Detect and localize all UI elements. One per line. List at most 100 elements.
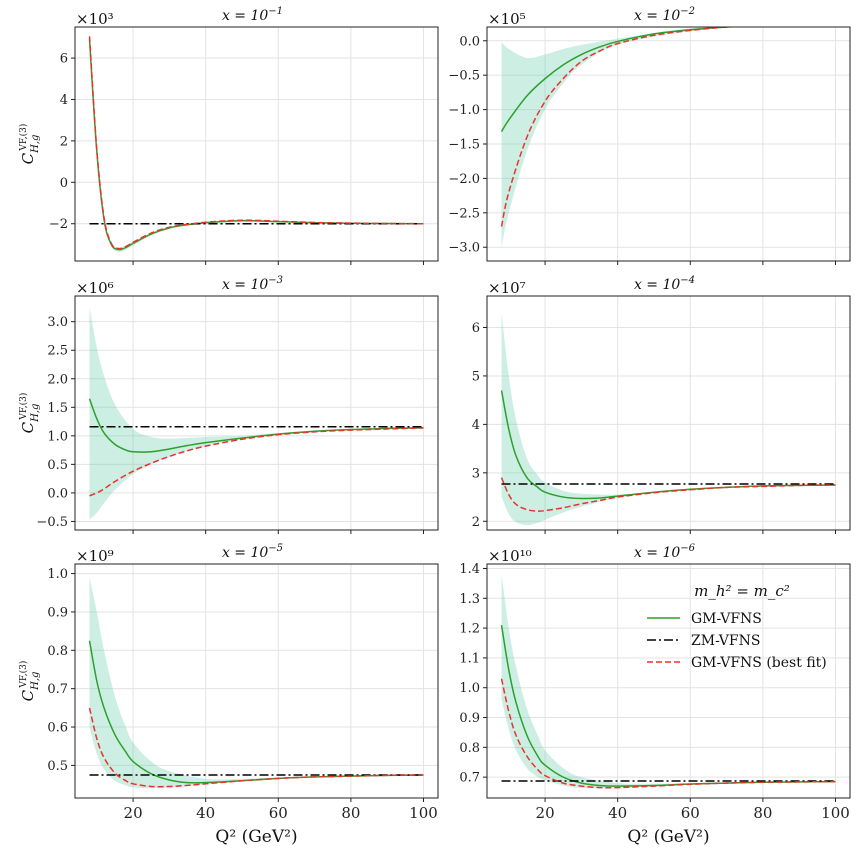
uncertainty-band [501,312,836,526]
panel-title: x = 10−1 [222,6,283,24]
y-tick-label: 5 [472,369,480,384]
y-tick-label: 2.5 [47,344,68,359]
y-tick-label: 0.6 [47,721,68,736]
plot-area [88,307,424,520]
plot-area [500,312,836,526]
panel-2: −3.0 −2.5 −2.0 −1.5 −1.0 −0.5 0.0 ×10⁵ x = 10−2 [448,6,851,265]
plot-area [88,577,424,789]
axis-multiplier: ×10¹⁰ [488,547,532,565]
plot-area [500,27,739,248]
y-tick-label: 0.7 [47,682,68,697]
x-tick-label: 100 [821,804,850,822]
y-tick-label: 4 [472,418,480,433]
uncertainty-band [89,36,424,252]
series-line-gm-vfns [500,390,836,500]
x-tick-label: 40 [196,804,215,822]
series-line-gm-vfns-best-fit [88,36,424,250]
y-tick-label: −0.5 [448,69,480,84]
legend-title: m_h² = m_c² [694,582,790,600]
y-tick-label: −1.5 [448,138,480,153]
y-tick-label: 1.2 [459,622,480,637]
y-tick-label: 1.5 [47,401,68,416]
y-axis-label: CH,gVF,(3) [18,124,41,165]
axis-multiplier: ×10⁵ [488,10,526,28]
y-tick-label: 2.0 [47,372,68,387]
series-line-gm-vfns [88,39,424,251]
axes-frame [74,563,439,799]
plot-area [500,574,836,789]
y-tick-label: 1.4 [459,562,480,577]
y-tick-label: 0.8 [459,741,480,756]
panel-title: x = 10−4 [634,275,695,293]
x-axis-label: Q² (GeV²) [627,827,709,847]
y-tick-label: 6 [472,321,480,336]
x-tick-label: 80 [341,804,360,822]
axes-frame [74,26,439,262]
series-line-gm-vfns-best-fit [89,427,424,497]
x-tick-label: 60 [681,804,700,822]
axis-multiplier: ×10³ [76,10,114,28]
uncertainty-band [89,307,424,520]
axis-multiplier: ×10⁷ [488,279,526,297]
y-tick-label: −2.0 [448,172,480,187]
y-tick-label: 0.9 [47,605,68,620]
legend: m_h² = m_c² GM-VFNS ZM-VFNS GM-VFNS (best f… [647,582,827,671]
y-tick-label: 0.5 [47,759,68,774]
x-tick-label: 40 [608,804,627,822]
y-tick-label: 0.0 [47,486,68,501]
y-tick-label: 6 [60,52,68,67]
axes-frame [486,295,851,531]
uncertainty-band [89,577,424,789]
series-line-gm-vfns-best-fit [88,707,424,788]
x-tick-label: 20 [124,804,143,822]
y-tick-label: 0.8 [47,644,68,659]
y-tick-label: 4 [60,93,68,108]
uncertainty-band [501,27,738,248]
x-tick-label: 80 [753,804,772,822]
y-tick-label: 2 [60,134,68,149]
axis-multiplier: ×10⁹ [76,547,114,565]
panel-3: −0.5 0.0 0.5 1.0 1.5 2.0 2.5 3.0 ×10⁶ x = 10−3 CH,… [18,275,439,534]
y-tick-label: 0.0 [459,34,480,49]
y-tick-label: 0.9 [459,711,480,726]
y-tick-label: 1.0 [459,681,480,696]
y-tick-label: 3 [472,466,480,481]
panel-4: 2 3 4 5 6 ×10⁷ x = 10−4 [472,275,851,534]
series-line-gm-vfns-best-fit [500,27,738,227]
series-line-gm-vfns-best-fit [500,678,836,789]
y-tick-label: 2 [472,515,480,530]
x-tick-label: 20 [536,804,555,822]
y-tick-label: 3.0 [47,315,68,330]
y-axis-label: CH,gVF,(3) [18,393,41,434]
y-tick-label: 0.5 [47,458,68,473]
panel-1: −2 0 2 4 6 ×10³ x = 10−1 CH,gVF,(3) [18,6,439,265]
y-axis-label: CH,gVF,(3) [18,661,41,702]
panel-6: 0.7 0.8 0.9 1.0 1.1 1.2 1.3 1.4 20 40 60 80 100 ×10¹⁰… [459,543,851,847]
y-tick-label: −0.5 [36,515,68,530]
x-tick-label: 100 [409,804,438,822]
panel-title: x = 10−5 [222,543,283,561]
uncertainty-band [501,574,836,789]
axes-frame [74,295,439,531]
x-tick-label: 60 [269,804,288,822]
series-line-gm-vfns-best-fit [500,477,836,512]
legend-entry: GM-VFNS [691,611,762,627]
series-line-gm-vfns [500,27,739,133]
panel-5: 0.5 0.6 0.7 0.8 0.9 1.0 20 40 60 80 100 ×10⁹ x = 10−… [18,543,439,847]
y-tick-label: −1.0 [448,103,480,118]
axes-frame [486,563,851,799]
legend-entry: GM-VFNS (best fit) [691,655,827,671]
y-tick-label: 1.0 [47,567,68,582]
y-tick-label: 0 [60,176,68,191]
panel-title: x = 10−2 [634,6,695,24]
legend-entry: ZM-VFNS [691,633,760,649]
y-tick-label: −2 [49,217,68,232]
panel-title: x = 10−6 [634,543,696,561]
y-tick-label: 1.0 [47,429,68,444]
y-tick-label: 0.7 [459,771,480,786]
panel-title: x = 10−3 [222,275,283,293]
y-tick-label: −3.0 [448,241,480,256]
plot-area [88,36,424,252]
x-axis-label: Q² (GeV²) [215,827,297,847]
